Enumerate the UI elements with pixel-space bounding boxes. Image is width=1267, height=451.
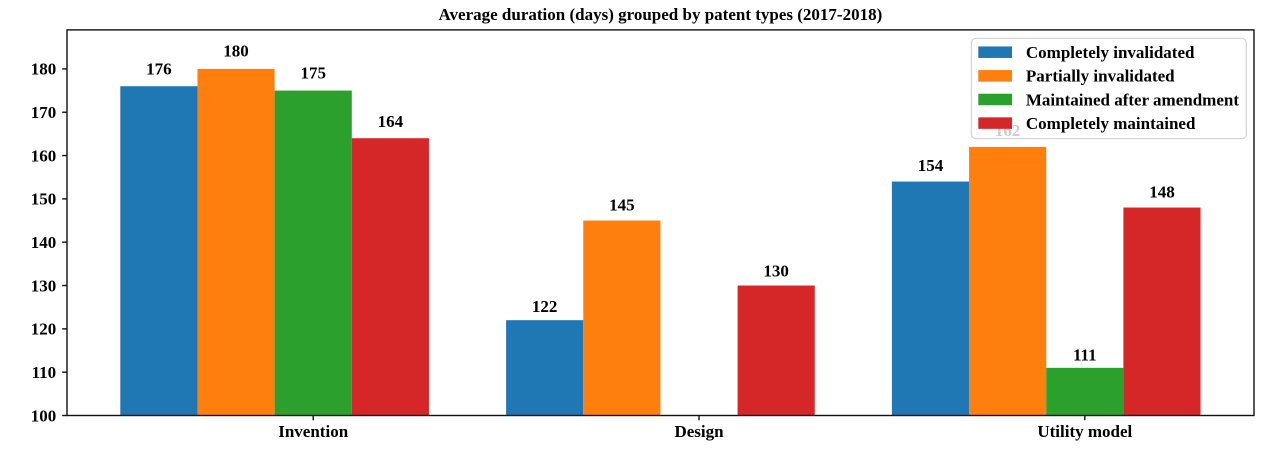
svg-text:148: 148 — [1149, 182, 1175, 201]
svg-text:111: 111 — [1073, 345, 1097, 364]
svg-text:120: 120 — [31, 320, 57, 339]
svg-text:Maintained after amendment: Maintained after amendment — [1026, 90, 1239, 109]
svg-text:Average duration (days) groupe: Average duration (days) grouped by paten… — [439, 5, 883, 24]
svg-text:170: 170 — [31, 103, 57, 122]
svg-text:150: 150 — [31, 190, 57, 209]
svg-text:Utility model: Utility model — [1037, 422, 1132, 441]
svg-text:Invention: Invention — [278, 422, 348, 441]
svg-text:Completely invalidated: Completely invalidated — [1026, 43, 1195, 62]
svg-text:Design: Design — [674, 422, 724, 441]
svg-text:180: 180 — [223, 42, 249, 61]
svg-text:145: 145 — [609, 196, 635, 215]
svg-text:176: 176 — [146, 59, 172, 78]
svg-text:Completely maintained: Completely maintained — [1026, 114, 1196, 133]
svg-text:130: 130 — [31, 276, 57, 295]
svg-text:154: 154 — [918, 156, 944, 175]
svg-text:100: 100 — [31, 406, 57, 425]
svg-text:122: 122 — [532, 297, 558, 316]
svg-text:175: 175 — [300, 64, 326, 83]
svg-text:130: 130 — [763, 262, 789, 281]
svg-text:Partially invalidated: Partially invalidated — [1026, 67, 1175, 86]
svg-text:140: 140 — [31, 233, 57, 252]
svg-text:110: 110 — [32, 363, 57, 382]
svg-text:164: 164 — [378, 112, 404, 131]
svg-text:180: 180 — [31, 60, 57, 79]
svg-text:160: 160 — [31, 146, 57, 165]
